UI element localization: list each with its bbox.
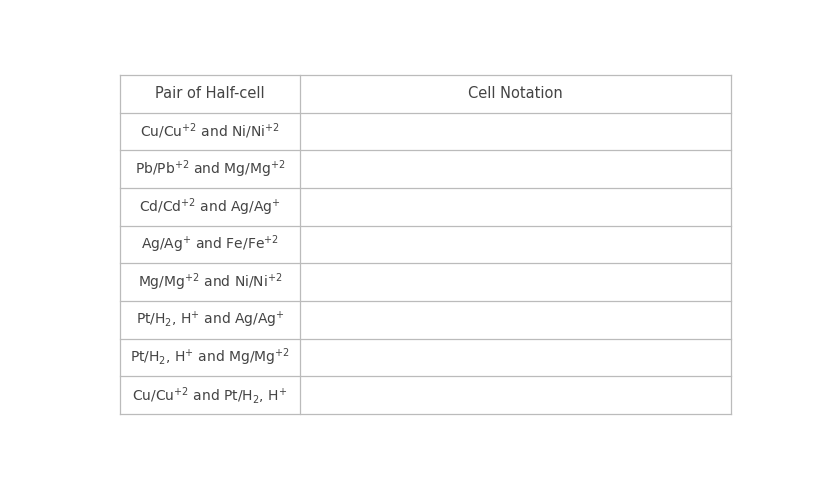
Text: Ag/Ag$^{+}$ and Fe/Fe$^{+2}$: Ag/Ag$^{+}$ and Fe/Fe$^{+2}$ bbox=[141, 234, 279, 255]
Text: Cd/Cd$^{+2}$ and Ag/Ag$^{+}$: Cd/Cd$^{+2}$ and Ag/Ag$^{+}$ bbox=[139, 196, 281, 217]
Text: Pair of Half-cell: Pair of Half-cell bbox=[155, 86, 265, 101]
Text: Cu/Cu$^{+2}$ and Pt/H$_2$, H$^{+}$: Cu/Cu$^{+2}$ and Pt/H$_2$, H$^{+}$ bbox=[132, 385, 287, 406]
Text: Pt/H$_2$, H$^{+}$ and Ag/Ag$^{+}$: Pt/H$_2$, H$^{+}$ and Ag/Ag$^{+}$ bbox=[135, 310, 285, 330]
Text: Mg/Mg$^{+2}$ and Ni/Ni$^{+2}$: Mg/Mg$^{+2}$ and Ni/Ni$^{+2}$ bbox=[138, 272, 282, 293]
Text: Cell Notation: Cell Notation bbox=[468, 86, 563, 101]
Text: Cu/Cu$^{+2}$ and Ni/Ni$^{+2}$: Cu/Cu$^{+2}$ and Ni/Ni$^{+2}$ bbox=[140, 121, 280, 141]
Text: Pt/H$_2$, H$^{+}$ and Mg/Mg$^{+2}$: Pt/H$_2$, H$^{+}$ and Mg/Mg$^{+2}$ bbox=[130, 347, 290, 368]
Text: Pb/Pb$^{+2}$ and Mg/Mg$^{+2}$: Pb/Pb$^{+2}$ and Mg/Mg$^{+2}$ bbox=[134, 158, 286, 180]
